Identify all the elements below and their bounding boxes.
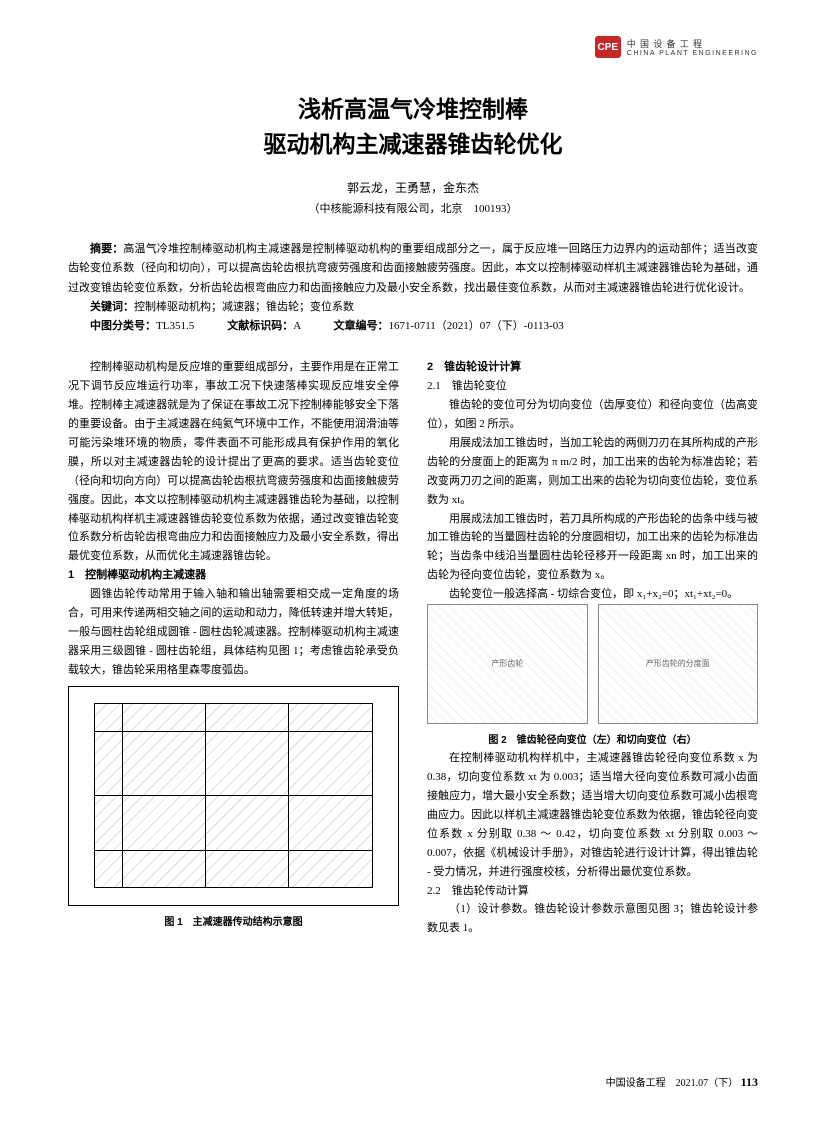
figure-2-left: 产形齿轮 [427, 604, 588, 724]
doc-label: 文献标识码： [227, 320, 293, 332]
section-2-head: 2 锥齿轮设计计算 [427, 358, 758, 377]
section-2-1-p3: 用展成法加工锥齿时，若刀具所构成的产形齿轮的齿条中线与被加工锥齿轮的当量圆柱齿轮… [427, 510, 758, 586]
section-2-1-p4: 齿轮变位一般选择高 - 切综合变位，即 x₁+x₂=0；xt₁+xt₂=0。 [427, 585, 758, 604]
section-2-1-head: 2.1 锥齿轮变位 [427, 377, 758, 396]
footer: 中国设备工程 2021.07（下） 113 [606, 1074, 758, 1090]
authors: 郭云龙，王勇慧，金东杰 [68, 179, 758, 196]
abstract-text: 摘要：高温气冷堆控制棒驱动机构主减速器是控制棒驱动机构的重要组成部分之一，属于反… [68, 240, 758, 298]
journal-name-block: 中 国 设 备 工 程 CHINA PLANT ENGINEERING [627, 37, 758, 57]
section-2-2-head: 2.2 锥齿轮传动计算 [427, 882, 758, 901]
article-label: 文章编号： [334, 320, 389, 332]
page-number: 113 [741, 1075, 758, 1089]
figure-1-drawing [94, 703, 374, 888]
figure-2-caption: 图 2 锥齿轮径向变位（左）和切向变位（右） [427, 732, 758, 749]
columns: 控制棒驱动机构是反应堆的重要组成部分，主要作用是在正常工况下调节反应堆运行功率，… [68, 358, 758, 938]
section-2-1-p5: 在控制棒驱动机构样机中，主减速器锥齿轮径向变位系数 x 为 0.38，切向变位系… [427, 749, 758, 881]
doc-value: A [293, 320, 300, 332]
journal-header: CPE 中 国 设 备 工 程 CHINA PLANT ENGINEERING [595, 36, 758, 58]
section-2-1-p2: 用展成法加工锥齿时，当加工轮齿的两侧刀刃在其所构成的产形齿轮的分度面上的距离为 … [427, 434, 758, 510]
figure-1-caption: 图 1 主减速器传动结构示意图 [68, 914, 399, 931]
keywords-text: 控制棒驱动机构；减速器；锥齿轮；变位系数 [134, 301, 354, 313]
clc-label: 中图分类号： [90, 320, 156, 332]
abstract-label: 摘要： [90, 243, 123, 255]
journal-name-en: CHINA PLANT ENGINEERING [627, 50, 758, 57]
abstract-block: 摘要：高温气冷堆控制棒驱动机构主减速器是控制棒驱动机构的重要组成部分之一，属于反… [68, 240, 758, 336]
intro-p1: 控制棒驱动机构是反应堆的重要组成部分，主要作用是在正常工况下调节反应堆运行功率，… [68, 358, 399, 566]
keywords-label: 关键词： [90, 301, 134, 313]
classification-line: 中图分类号：TL351.5 文献标识码：A 文章编号：1671-0711（202… [68, 317, 758, 336]
footer-text: 中国设备工程 2021.07（下） [606, 1078, 739, 1089]
article-value: 1671-0711（2021）07（下）-0113-03 [389, 320, 564, 332]
title-line-1: 浅析高温气冷堆控制棒 [68, 92, 758, 127]
figure-2: 产形齿轮 产形齿轮的分度面 [427, 604, 758, 724]
abstract-body: 高温气冷堆控制棒驱动机构主减速器是控制棒驱动机构的重要组成部分之一，属于反应堆一… [68, 243, 758, 294]
section-2-1-p1: 锥齿轮的变位可分为切向变位（齿厚变位）和径向变位（齿高变位），如图 2 所示。 [427, 396, 758, 434]
left-column: 控制棒驱动机构是反应堆的重要组成部分，主要作用是在正常工况下调节反应堆运行功率，… [68, 358, 399, 938]
title-line-2: 驱动机构主减速器锥齿轮优化 [68, 127, 758, 162]
clc-value: TL351.5 [156, 320, 194, 332]
keywords-line: 关键词：控制棒驱动机构；减速器；锥齿轮；变位系数 [68, 298, 758, 317]
section-2-2-p1: （1）设计参数。锥齿轮设计参数示意图见图 3；锥齿轮设计参数见表 1。 [427, 900, 758, 938]
affiliation: （中核能源科技有限公司，北京 100193） [68, 200, 758, 216]
figure-1 [68, 686, 399, 906]
section-1-head: 1 控制棒驱动机构主减速器 [68, 566, 399, 585]
right-column: 2 锥齿轮设计计算 2.1 锥齿轮变位 锥齿轮的变位可分为切向变位（齿厚变位）和… [427, 358, 758, 938]
figure-2-right: 产形齿轮的分度面 [598, 604, 759, 724]
journal-logo: CPE [595, 36, 621, 58]
section-1-p1: 圆锥齿轮传动常用于输入轴和输出轴需要相交成一定角度的场合，可用来传递两相交轴之间… [68, 585, 399, 680]
journal-name-cn: 中 国 设 备 工 程 [627, 37, 758, 50]
title-block: 浅析高温气冷堆控制棒 驱动机构主减速器锥齿轮优化 [68, 92, 758, 161]
